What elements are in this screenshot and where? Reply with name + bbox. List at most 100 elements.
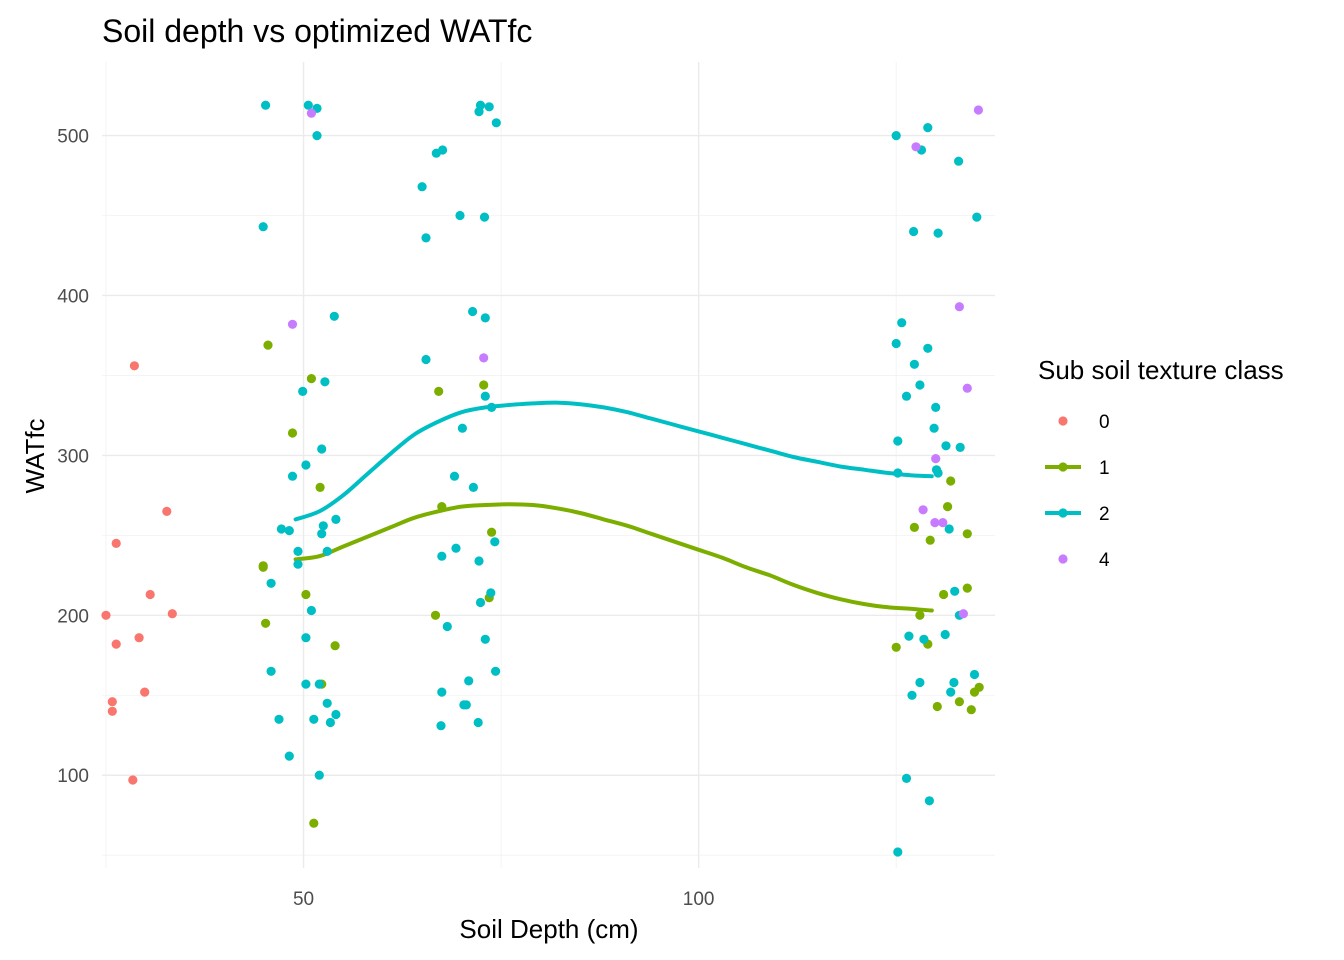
data-point: [301, 460, 311, 470]
data-point: [322, 546, 332, 557]
data-point: [287, 319, 298, 329]
data-point: [962, 583, 972, 593]
data-point: [274, 714, 284, 724]
data-point: [330, 641, 340, 651]
data-point: [897, 318, 907, 328]
data-point: [287, 471, 298, 481]
data-point: [901, 391, 912, 401]
data-point: [972, 212, 982, 222]
legend-item-0: 0: [1058, 412, 1110, 433]
data-point: [931, 454, 941, 464]
data-point: [461, 700, 471, 710]
data-point: [101, 610, 111, 620]
data-point: [298, 386, 308, 396]
legend-key-point: [1058, 554, 1068, 564]
data-point: [315, 482, 325, 492]
legend-label: 1: [1099, 458, 1110, 479]
data-point: [474, 556, 484, 566]
data-point: [901, 773, 912, 784]
data-point: [437, 687, 447, 697]
data-point: [437, 502, 447, 512]
y-axis-ticks: 100 200 300 400 500: [57, 127, 89, 788]
smooth-lines: [293, 400, 934, 613]
data-point: [491, 118, 501, 128]
grid: [102, 62, 995, 868]
data-point: [904, 631, 914, 641]
x-axis-ticks: 50 100: [293, 889, 715, 910]
data-point: [918, 505, 928, 515]
data-points: [101, 100, 984, 857]
data-point: [266, 666, 276, 676]
data-point: [909, 359, 920, 369]
data-point: [261, 100, 271, 110]
data-point: [955, 442, 965, 452]
data-point: [111, 538, 121, 549]
data-point: [309, 818, 319, 828]
data-point: [287, 428, 298, 438]
data-point: [317, 444, 327, 454]
data-point: [915, 677, 925, 688]
data-point: [301, 633, 311, 643]
data-point: [491, 666, 501, 676]
legend-title: Sub soil texture class: [1038, 355, 1284, 385]
data-point: [962, 383, 972, 393]
data-point: [449, 471, 460, 481]
data-point: [893, 436, 903, 446]
data-point: [145, 589, 155, 600]
data-point: [915, 380, 925, 390]
data-point: [266, 578, 276, 588]
legend-item-4: 4: [1058, 550, 1110, 571]
legend-key-point: [1058, 462, 1068, 472]
data-point: [940, 629, 950, 640]
data-point: [455, 210, 465, 221]
data-point: [950, 586, 960, 596]
data-point: [943, 502, 953, 512]
data-point: [954, 156, 964, 166]
data-point: [907, 690, 917, 700]
data-point: [309, 714, 319, 724]
data-point: [891, 642, 901, 652]
data-point: [318, 521, 328, 531]
data-point: [969, 669, 980, 680]
series-4-points: [287, 105, 984, 619]
series-0-points: [101, 361, 177, 785]
data-point: [958, 609, 969, 619]
data-point: [434, 386, 444, 396]
data-point: [261, 618, 271, 628]
data-point: [938, 518, 948, 528]
data-point: [954, 697, 965, 707]
data-point: [306, 605, 316, 616]
data-point: [484, 102, 494, 112]
data-point: [134, 633, 144, 643]
data-point: [962, 529, 972, 539]
smooth-line-2: [293, 400, 934, 522]
data-point: [893, 468, 903, 478]
data-point: [258, 222, 268, 232]
data-point: [479, 212, 490, 222]
data-point: [468, 306, 478, 317]
data-point: [312, 131, 322, 141]
legend-item-1: 1: [1045, 458, 1110, 479]
data-point: [923, 123, 933, 133]
legend: Sub soil texture class 0 1 2 4: [1038, 355, 1284, 571]
data-point: [480, 634, 490, 644]
data-point: [457, 423, 467, 433]
series-2-points: [258, 100, 982, 857]
data-point: [949, 677, 959, 688]
data-point: [487, 402, 497, 412]
data-point: [464, 676, 474, 686]
data-point: [480, 313, 490, 323]
data-point: [891, 131, 901, 141]
data-point: [263, 340, 273, 350]
data-point: [320, 377, 330, 387]
data-point: [128, 775, 138, 785]
chart-title: Soil depth vs optimized WATfc: [102, 13, 532, 49]
data-point: [325, 717, 335, 728]
y-axis-title: WATfc: [20, 418, 50, 493]
data-point: [276, 524, 286, 534]
data-point: [437, 551, 447, 561]
data-point: [293, 546, 303, 557]
data-point: [468, 482, 478, 492]
legend-entries: 0 1 2 4: [1045, 412, 1110, 571]
data-point: [933, 468, 943, 478]
